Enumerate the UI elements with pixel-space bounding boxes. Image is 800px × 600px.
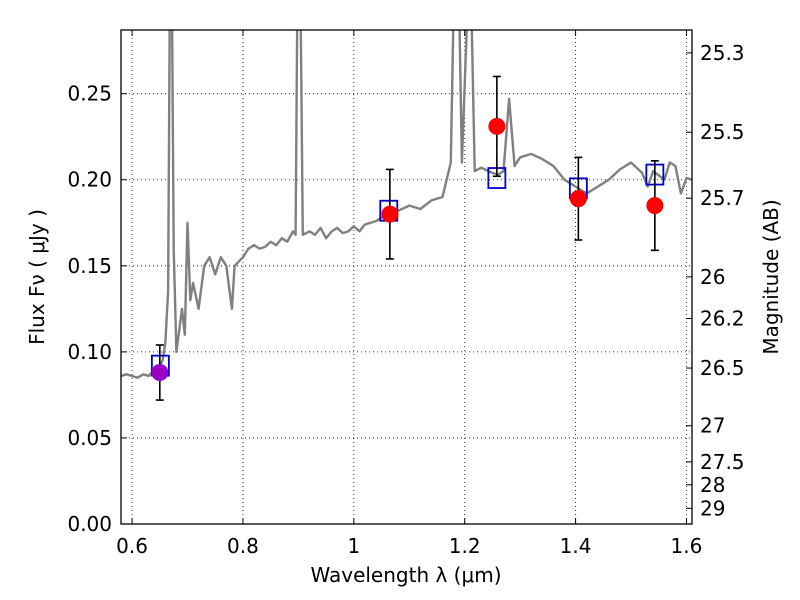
x-tick-label: 1.2 bbox=[449, 534, 481, 558]
points-layer bbox=[150, 75, 665, 401]
observed-point bbox=[646, 197, 664, 215]
model-spectrum-line bbox=[121, 30, 692, 379]
mag-tick-label: 26 bbox=[700, 265, 725, 289]
observed-point bbox=[569, 190, 587, 208]
y-tick-label: 0.10 bbox=[67, 340, 112, 364]
x-tick-label: 1.4 bbox=[560, 534, 592, 558]
y-tick-label: 0.25 bbox=[67, 82, 112, 106]
mag-tick-label: 25.3 bbox=[700, 41, 745, 65]
grid bbox=[121, 30, 692, 525]
mag-tick-label: 25.5 bbox=[700, 120, 745, 144]
mag-tick-label: 25.7 bbox=[700, 186, 745, 210]
y-axis-label: Flux Fν ( μJy ) bbox=[25, 209, 49, 345]
x-tick-label: 0.8 bbox=[227, 534, 259, 558]
mag-tick-label: 28 bbox=[700, 473, 725, 497]
y2-axis-label: Magnitude (AB) bbox=[759, 199, 783, 354]
mag-tick-label: 26.2 bbox=[700, 306, 745, 330]
observed-point bbox=[381, 205, 399, 223]
spectrum-layer bbox=[121, 30, 692, 379]
mag-tick-label: 27 bbox=[700, 414, 725, 438]
x-tick-label: 0.6 bbox=[116, 534, 148, 558]
plot-frame bbox=[120, 29, 693, 525]
y-tick-label: 0.00 bbox=[67, 512, 112, 536]
y-tick-label: 0.15 bbox=[67, 254, 112, 278]
mag-tick-label: 26.5 bbox=[700, 356, 745, 380]
x-tick-label: 1 bbox=[347, 534, 360, 558]
x-tick-label: 1.6 bbox=[671, 534, 703, 558]
observed-point bbox=[488, 117, 506, 135]
axes-layer: 0.6 0.8 1 1.2 1.4 1.6 0.00 0.05 0.10 0.15 0.20 0.25… bbox=[67, 30, 745, 558]
y-tick-label: 0.05 bbox=[67, 426, 112, 450]
observed-point bbox=[151, 364, 169, 382]
mag-tick-label: 29 bbox=[700, 496, 725, 520]
y-tick-label: 0.20 bbox=[67, 168, 112, 192]
mag-tick-label: 27.5 bbox=[700, 450, 745, 474]
x-axis-label: Wavelength λ (μm) bbox=[310, 563, 501, 587]
